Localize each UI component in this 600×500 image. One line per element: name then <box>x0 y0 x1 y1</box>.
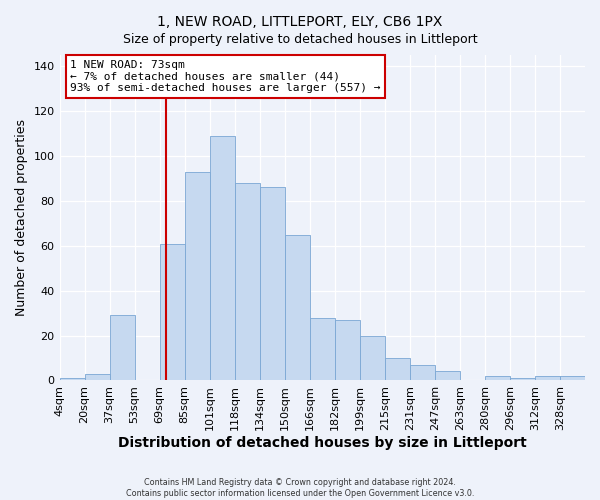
Bar <box>285 234 310 380</box>
Bar <box>560 376 585 380</box>
Bar <box>110 316 134 380</box>
Bar <box>59 378 85 380</box>
Bar <box>410 364 435 380</box>
X-axis label: Distribution of detached houses by size in Littleport: Distribution of detached houses by size … <box>118 436 527 450</box>
Bar <box>535 376 560 380</box>
Bar <box>235 183 260 380</box>
Y-axis label: Number of detached properties: Number of detached properties <box>15 119 28 316</box>
Text: 1, NEW ROAD, LITTLEPORT, ELY, CB6 1PX: 1, NEW ROAD, LITTLEPORT, ELY, CB6 1PX <box>157 15 443 29</box>
Bar <box>160 244 185 380</box>
Bar <box>85 374 110 380</box>
Bar <box>310 318 335 380</box>
Bar <box>209 136 235 380</box>
Bar <box>385 358 410 380</box>
Bar <box>185 172 209 380</box>
Bar <box>435 372 460 380</box>
Bar <box>260 188 285 380</box>
Text: Contains HM Land Registry data © Crown copyright and database right 2024.
Contai: Contains HM Land Registry data © Crown c… <box>126 478 474 498</box>
Bar <box>360 336 385 380</box>
Bar <box>335 320 360 380</box>
Bar <box>485 376 510 380</box>
Bar <box>510 378 535 380</box>
Text: Size of property relative to detached houses in Littleport: Size of property relative to detached ho… <box>122 32 478 46</box>
Text: 1 NEW ROAD: 73sqm
← 7% of detached houses are smaller (44)
93% of semi-detached : 1 NEW ROAD: 73sqm ← 7% of detached house… <box>70 60 380 93</box>
